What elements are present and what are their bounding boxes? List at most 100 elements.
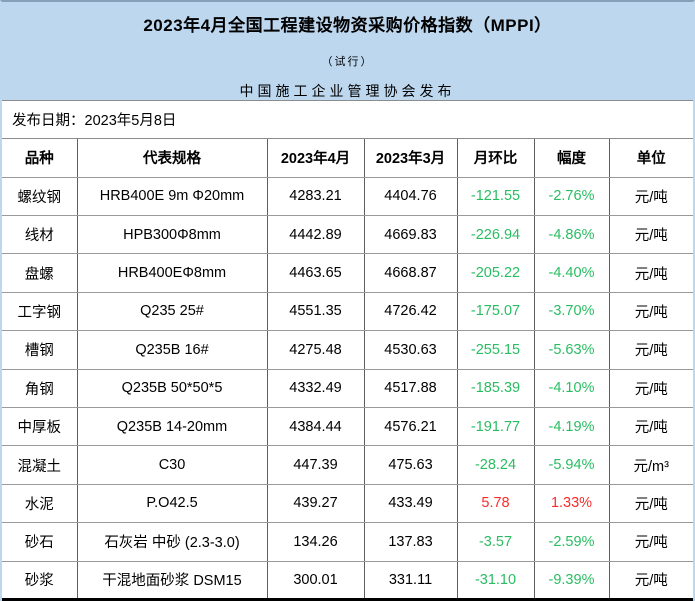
price-index-table: 品种 代表规格 2023年4月 2023年3月 月环比 幅度 单位 螺纹钢 HRB… [2,139,693,601]
cell-pct: -2.76% [533,176,610,216]
col-header-spec: 代表规格 [76,139,268,178]
table-row: 水泥 P.O42.5 439.27 433.49 5.78 1.33% 元/吨 [2,483,693,524]
cell-mom: -175.07 [456,291,535,332]
cell-pct: -9.39% [533,560,610,600]
table-row: 砂浆 干混地面砂浆 DSM15 300.01 331.11 -31.10 -9.39% 元/… [2,560,693,600]
cell-unit: 元/吨 [608,253,693,293]
cell-apr: 4442.89 [266,214,365,255]
cell-mom: -191.77 [456,406,535,447]
cell-spec: HRB400EΦ8mm [76,253,268,293]
table-row: 混凝土 C30 447.39 475.63 -28.24 -5.94% 元/m³ [2,445,693,485]
col-header-variety: 品种 [2,139,78,178]
table-row: 槽钢 Q235B 16# 4275.48 4530.63 -255.15 -5.63% 元/… [2,330,693,370]
cell-variety: 混凝土 [2,445,78,485]
publish-date-text: 发布日期：2023年5月8日 [12,113,177,129]
cell-unit: 元/吨 [608,291,693,332]
cell-spec: Q235B 50*50*5 [76,368,268,408]
cell-mom: 5.78 [456,483,535,524]
cell-variety: 中厚板 [2,406,78,447]
cell-pct: -4.19% [533,406,610,447]
cell-mar: 137.83 [363,522,458,562]
cell-pct: -2.59% [533,522,610,562]
cell-spec: HPB300Φ8mm [76,214,268,255]
cell-pct: -5.94% [533,445,610,485]
cell-variety: 工字钢 [2,291,78,332]
cell-mar: 433.49 [363,483,458,524]
cell-unit: 元/吨 [608,330,693,370]
cell-pct: 1.33% [533,483,610,524]
cell-apr: 4463.65 [266,253,365,293]
cell-spec: Q235 25# [76,291,268,332]
cell-mom: -28.24 [456,445,535,485]
cell-variety: 水泥 [2,483,78,524]
cell-mom: -121.55 [456,176,535,216]
cell-unit: 元/m³ [608,445,693,485]
cell-variety: 砂浆 [2,560,78,600]
cell-apr: 4283.21 [266,176,365,216]
header-banner: 2023年4月全国工程建设物资采购价格指数（MPPI） （试行） 中国施工企业管… [2,2,693,101]
col-header-mom: 月环比 [456,139,535,178]
cell-spec: C30 [76,445,268,485]
col-header-apr: 2023年4月 [266,139,365,178]
cell-unit: 元/吨 [608,522,693,562]
cell-variety: 盘螺 [2,253,78,293]
cell-unit: 元/吨 [608,176,693,216]
cell-variety: 砂石 [2,522,78,562]
cell-mar: 4669.83 [363,214,458,255]
cell-mar: 4530.63 [363,330,458,370]
cell-apr: 4332.49 [266,368,365,408]
cell-mar: 475.63 [363,445,458,485]
table-row: 中厚板 Q235B 14-20mm 4384.44 4576.21 -191.77 -4.… [2,406,693,447]
table-row: 盘螺 HRB400EΦ8mm 4463.65 4668.87 -205.22 -4.40%… [2,253,693,293]
table-row: 线材 HPB300Φ8mm 4442.89 4669.83 -226.94 -4.86% 元… [2,214,693,255]
page-title: 2023年4月全国工程建设物资采购价格指数（MPPI） [143,16,552,35]
cell-apr: 439.27 [266,483,365,524]
cell-unit: 元/吨 [608,214,693,255]
cell-pct: -3.70% [533,291,610,332]
cell-mom: -185.39 [456,368,535,408]
cell-spec: 干混地面砂浆 DSM15 [76,560,268,600]
cell-pct: -4.86% [533,214,610,255]
cell-mom: -31.10 [456,560,535,600]
cell-variety: 螺纹钢 [2,176,78,216]
cell-mom: -226.94 [456,214,535,255]
cell-unit: 元/吨 [608,483,693,524]
table-header-row: 品种 代表规格 2023年4月 2023年3月 月环比 幅度 单位 [2,139,693,178]
cell-unit: 元/吨 [608,406,693,447]
cell-spec: 石灰岩 中砂 (2.3-3.0) [76,522,268,562]
table-row: 工字钢 Q235 25# 4551.35 4726.42 -175.07 -3.70% 元/… [2,291,693,332]
col-header-pct: 幅度 [533,139,610,178]
cell-mar: 331.11 [363,560,458,600]
cell-spec: P.O42.5 [76,483,268,524]
cell-spec: HRB400E 9m Φ20mm [76,176,268,216]
cell-variety: 线材 [2,214,78,255]
cell-mom: -205.22 [456,253,535,293]
cell-mar: 4668.87 [363,253,458,293]
cell-apr: 4384.44 [266,406,365,447]
cell-mar: 4726.42 [363,291,458,332]
cell-apr: 134.26 [266,522,365,562]
cell-pct: -4.40% [533,253,610,293]
cell-pct: -5.63% [533,330,610,370]
table-row: 螺纹钢 HRB400E 9m Φ20mm 4283.21 4404.76 -121.55… [2,176,693,216]
cell-unit: 元/吨 [608,368,693,408]
cell-apr: 4551.35 [266,291,365,332]
publisher-line: 中国施工企业管理协会发布 [239,84,456,100]
cell-spec: Q235B 16# [76,330,268,370]
publish-date-row: 发布日期：2023年5月8日 [2,101,693,139]
cell-pct: -4.10% [533,368,610,408]
cell-variety: 槽钢 [2,330,78,370]
col-header-unit: 单位 [608,139,693,178]
cell-variety: 角钢 [2,368,78,408]
table-row: 角钢 Q235B 50*50*5 4332.49 4517.88 -185.39 -4.1… [2,368,693,408]
cell-unit: 元/吨 [608,560,693,600]
cell-apr: 447.39 [266,445,365,485]
cell-mom: -255.15 [456,330,535,370]
cell-apr: 4275.48 [266,330,365,370]
trial-subtitle: （试行） [321,55,374,68]
cell-apr: 300.01 [266,560,365,600]
cell-spec: Q235B 14-20mm [76,406,268,447]
col-header-mar: 2023年3月 [363,139,458,178]
cell-mar: 4517.88 [363,368,458,408]
